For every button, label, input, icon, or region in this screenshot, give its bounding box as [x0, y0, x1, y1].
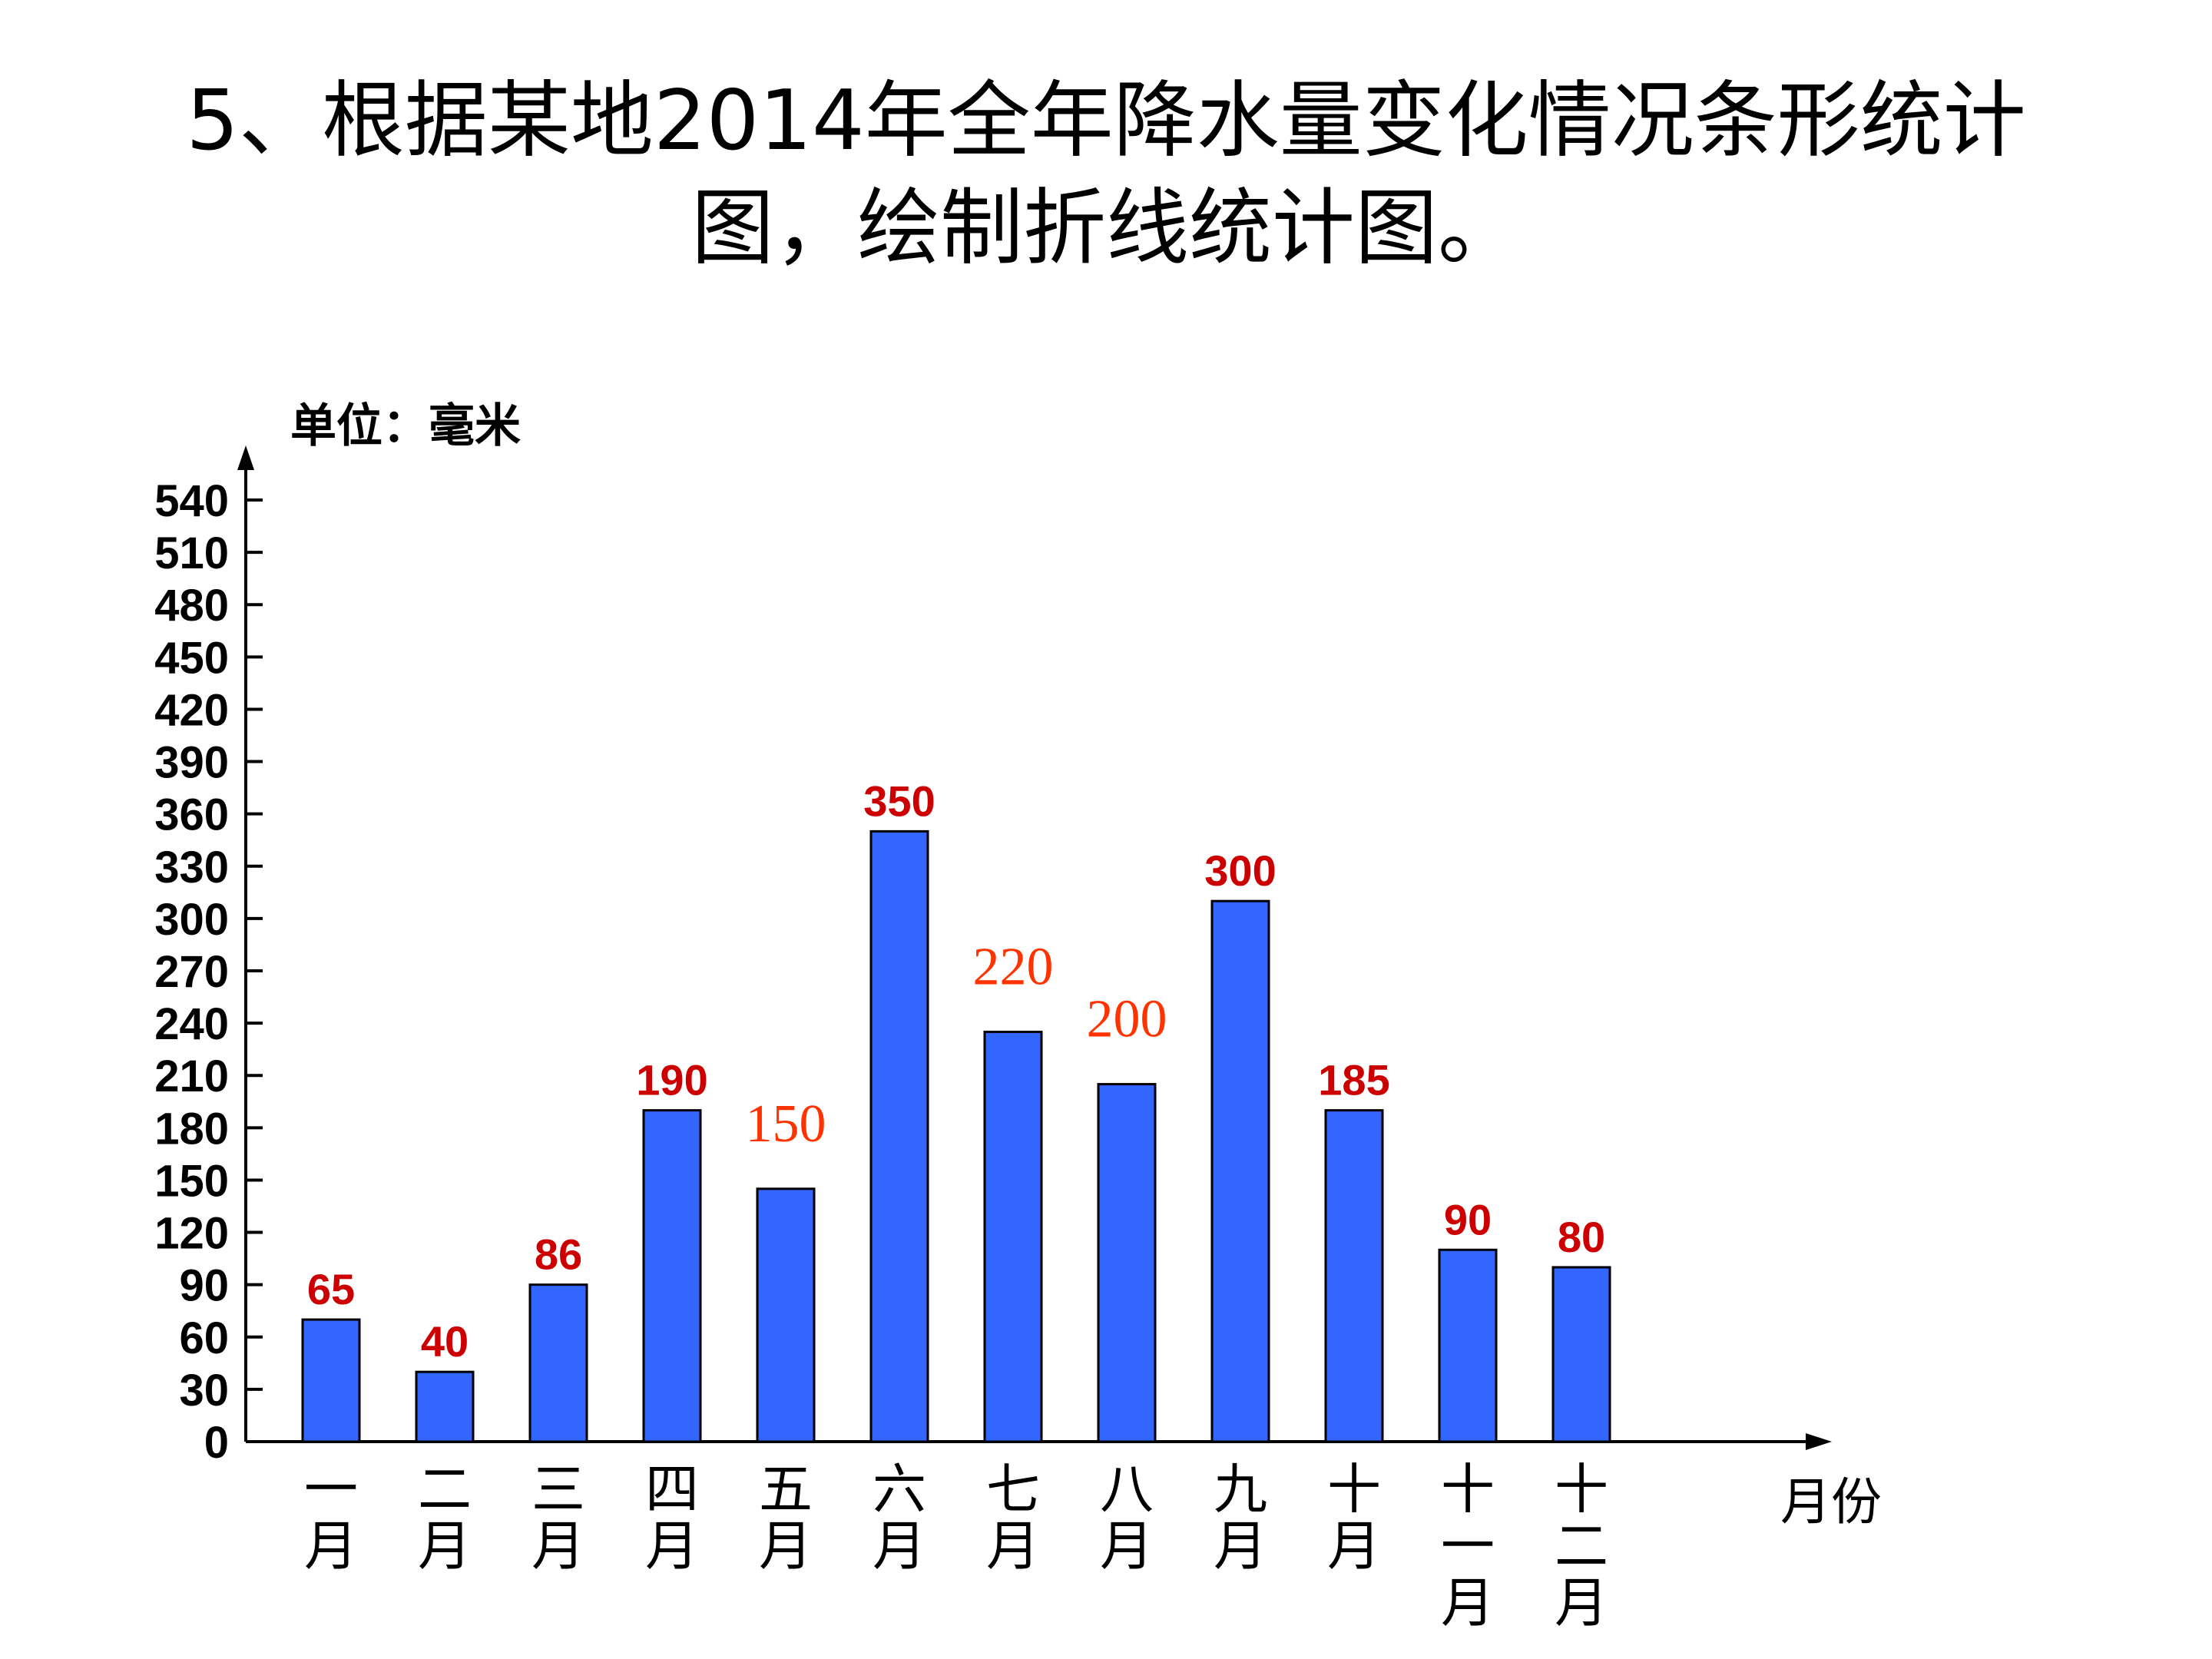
y-tick-label: 480 — [154, 581, 229, 631]
x-axis-label: 月份 — [1780, 1472, 1882, 1532]
y-axis-unit-label: 单位：毫米 — [290, 399, 521, 453]
title-line-1: 5、根据某地2014年全年降水量变化情况条形统计 — [186, 73, 2026, 169]
bar — [1438, 1248, 1498, 1443]
y-tick-label: 120 — [154, 1209, 229, 1259]
data-label: 150 — [746, 1094, 826, 1154]
bar — [415, 1370, 475, 1443]
x-category-label: 七月 — [986, 1458, 1040, 1578]
y-tick-label: 390 — [154, 738, 229, 788]
y-axis-arrow — [237, 445, 254, 470]
data-label: 220 — [973, 937, 1054, 996]
data-label: 200 — [1087, 990, 1167, 1049]
data-label: 185 — [1318, 1056, 1389, 1104]
data-label: 300 — [1204, 846, 1276, 895]
data-labels: 65 40 86 190 150 350 220 200 300 185 90 80 — [307, 777, 1605, 1366]
y-tick-label: 90 — [179, 1261, 229, 1311]
y-tick-label: 300 — [154, 895, 229, 945]
y-tick-label: 360 — [154, 790, 229, 840]
bar — [1210, 899, 1270, 1443]
y-tick-label: 540 — [154, 476, 229, 526]
x-category-label: 六月 — [873, 1458, 926, 1578]
y-tick-label: 330 — [154, 843, 229, 892]
data-label: 90 — [1444, 1195, 1492, 1243]
y-tick-label: 420 — [154, 685, 229, 735]
data-label: 40 — [421, 1317, 469, 1366]
x-category-label: 五月 — [759, 1458, 813, 1578]
title-line-2: 图，绘制折线统计图。 — [690, 180, 1521, 276]
x-category-label: 十月 — [1327, 1458, 1381, 1578]
page-title: 5、根据某地2014年全年降水量变化情况条形统计 图，绘制折线统计图。 — [0, 68, 2212, 283]
bar — [528, 1283, 588, 1443]
y-tick-label: 30 — [179, 1366, 229, 1416]
y-tick-label: 210 — [154, 1051, 229, 1101]
bar — [642, 1109, 702, 1443]
x-category-label: 十一月 — [1441, 1458, 1495, 1634]
x-category-label: 十二月 — [1555, 1458, 1608, 1634]
y-tick-label: 270 — [154, 947, 229, 997]
data-label: 350 — [863, 777, 935, 825]
x-category-label: 一月 — [304, 1458, 358, 1578]
x-category-label: 二月 — [418, 1458, 472, 1578]
data-label: 190 — [636, 1056, 707, 1104]
bar — [1097, 1083, 1157, 1443]
data-label: 86 — [535, 1230, 582, 1279]
x-category-label: 三月 — [531, 1458, 585, 1578]
x-category-label: 四月 — [645, 1458, 699, 1578]
bar — [1324, 1109, 1384, 1443]
x-category-label: 八月 — [1100, 1458, 1154, 1578]
y-tick-label: 240 — [154, 999, 229, 1049]
data-label: 65 — [307, 1265, 355, 1313]
y-tick-label: 510 — [154, 528, 229, 578]
data-label: 80 — [1558, 1213, 1605, 1261]
y-tick-label: 0 — [204, 1418, 229, 1468]
bar — [983, 1030, 1043, 1443]
chart-bars — [301, 830, 1611, 1443]
y-tick-label: 180 — [154, 1104, 229, 1154]
bar — [1551, 1266, 1611, 1443]
bar — [756, 1187, 816, 1443]
bar — [869, 830, 929, 1443]
bar — [301, 1318, 361, 1443]
y-tick-label: 150 — [154, 1156, 229, 1206]
x-axis-arrow — [1806, 1433, 1832, 1450]
y-tick-label: 60 — [179, 1313, 229, 1363]
y-tick-label: 450 — [154, 633, 229, 683]
x-category-label: 九月 — [1214, 1458, 1267, 1578]
y-axis-ticks: 0306090120150180210240270300330360390420… — [154, 476, 263, 1468]
